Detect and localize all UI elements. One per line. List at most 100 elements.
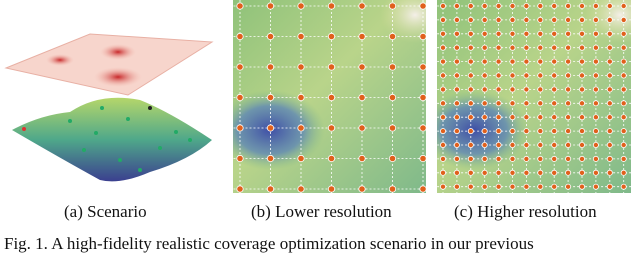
sensor-point bbox=[453, 3, 460, 9]
sensor-point bbox=[481, 16, 488, 23]
sensor-point bbox=[537, 100, 544, 107]
sensor-point bbox=[551, 128, 558, 135]
sensor-point bbox=[606, 114, 613, 121]
sensor-point bbox=[358, 185, 366, 193]
scenario-illustration bbox=[4, 33, 214, 182]
sensor-point bbox=[266, 2, 275, 10]
sensor-point bbox=[565, 3, 572, 9]
sensor-point bbox=[439, 100, 446, 107]
low-region bbox=[233, 90, 325, 170]
sensor-point bbox=[439, 86, 446, 93]
sensor-point bbox=[358, 154, 366, 163]
sensor-point bbox=[481, 30, 488, 37]
sensor-point bbox=[358, 32, 366, 41]
sensor-point bbox=[537, 86, 544, 93]
sensor-point bbox=[509, 114, 516, 121]
sensor-point bbox=[537, 72, 544, 79]
sensor-point bbox=[509, 58, 516, 65]
sensor-point bbox=[509, 44, 516, 51]
sensor-point bbox=[551, 100, 558, 107]
sensor-point bbox=[439, 3, 446, 9]
sensor-point bbox=[327, 185, 336, 193]
sensor-point bbox=[467, 141, 474, 148]
sensor-point bbox=[439, 16, 446, 23]
sensor-point bbox=[565, 72, 572, 79]
sensor-point bbox=[537, 169, 544, 176]
sensor-point bbox=[523, 183, 530, 190]
sensor-point bbox=[565, 183, 572, 190]
sensor-point bbox=[358, 93, 366, 102]
sensor-point bbox=[509, 86, 516, 93]
sensor-point bbox=[388, 63, 397, 71]
robot bbox=[158, 146, 162, 150]
sensor-point bbox=[509, 30, 516, 37]
sensor-point bbox=[297, 154, 305, 163]
sensor-point bbox=[509, 169, 516, 176]
sensor-point bbox=[523, 128, 530, 135]
sensor-point bbox=[579, 3, 586, 9]
sensor-point bbox=[297, 32, 305, 41]
sensor-point bbox=[592, 58, 599, 65]
sensor-point bbox=[467, 183, 474, 190]
sensor-point bbox=[606, 141, 613, 148]
sensor-point bbox=[236, 93, 244, 102]
sensor-point bbox=[419, 93, 426, 102]
sensor-point bbox=[453, 44, 460, 51]
sensor-point bbox=[495, 183, 502, 190]
sensor-point bbox=[388, 154, 397, 163]
sensor-point bbox=[439, 58, 446, 65]
sensor-point bbox=[467, 58, 474, 65]
sensor-point bbox=[551, 3, 558, 9]
grid bbox=[233, 0, 426, 193]
sensor-point bbox=[453, 114, 460, 121]
sensor-point bbox=[419, 154, 426, 163]
sensor-point bbox=[481, 72, 488, 79]
sensor-point bbox=[453, 30, 460, 37]
sensor-point bbox=[592, 30, 599, 37]
sensor-point bbox=[579, 16, 586, 23]
robot bbox=[126, 117, 130, 121]
sensor-point bbox=[358, 124, 366, 132]
sensor-point bbox=[523, 114, 530, 121]
sensor-point bbox=[565, 30, 572, 37]
sensor-point bbox=[565, 86, 572, 93]
sensor-point bbox=[620, 30, 627, 37]
sensor-point bbox=[495, 86, 502, 93]
sensor-point bbox=[579, 114, 586, 121]
sensor-point bbox=[481, 114, 488, 121]
sensor-point bbox=[388, 185, 397, 193]
figure-caption: Fig. 1. A high-fidelity realistic covera… bbox=[4, 234, 534, 253]
sensor-point bbox=[266, 93, 275, 102]
sensor-point bbox=[592, 86, 599, 93]
sensor-point bbox=[495, 30, 502, 37]
sensor-point bbox=[579, 155, 586, 162]
sensor-point bbox=[495, 58, 502, 65]
sensor-point bbox=[439, 44, 446, 51]
sensor-point bbox=[266, 154, 275, 163]
sensor-point bbox=[297, 2, 305, 10]
sensor-point bbox=[523, 16, 530, 23]
sensor-point bbox=[481, 141, 488, 148]
sensor-point bbox=[579, 128, 586, 135]
sensor-point bbox=[523, 44, 530, 51]
sensor-point bbox=[620, 58, 627, 65]
sensor-point bbox=[551, 155, 558, 162]
sensor-point bbox=[523, 141, 530, 148]
sensor-point bbox=[620, 169, 627, 176]
sensor-point bbox=[481, 155, 488, 162]
sensor-point bbox=[495, 3, 502, 9]
sensor-point bbox=[266, 124, 275, 132]
sensor-point bbox=[592, 44, 599, 51]
sensor-point bbox=[495, 16, 502, 23]
sensor-point bbox=[551, 58, 558, 65]
sensor-point bbox=[620, 128, 627, 135]
sensor-point bbox=[327, 154, 336, 163]
robot bbox=[148, 106, 152, 110]
sensor-point bbox=[537, 44, 544, 51]
sensor-point bbox=[236, 63, 244, 71]
sensor-point bbox=[523, 169, 530, 176]
sensor-point bbox=[297, 63, 305, 71]
robot bbox=[94, 131, 98, 135]
sensor-point bbox=[453, 155, 460, 162]
